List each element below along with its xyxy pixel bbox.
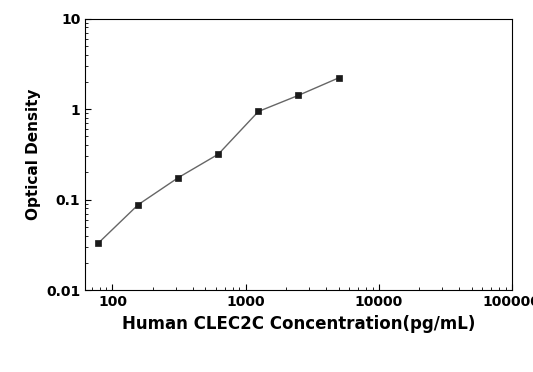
X-axis label: Human CLEC2C Concentration(pg/mL): Human CLEC2C Concentration(pg/mL) — [122, 315, 475, 333]
Y-axis label: Optical Density: Optical Density — [26, 89, 41, 220]
